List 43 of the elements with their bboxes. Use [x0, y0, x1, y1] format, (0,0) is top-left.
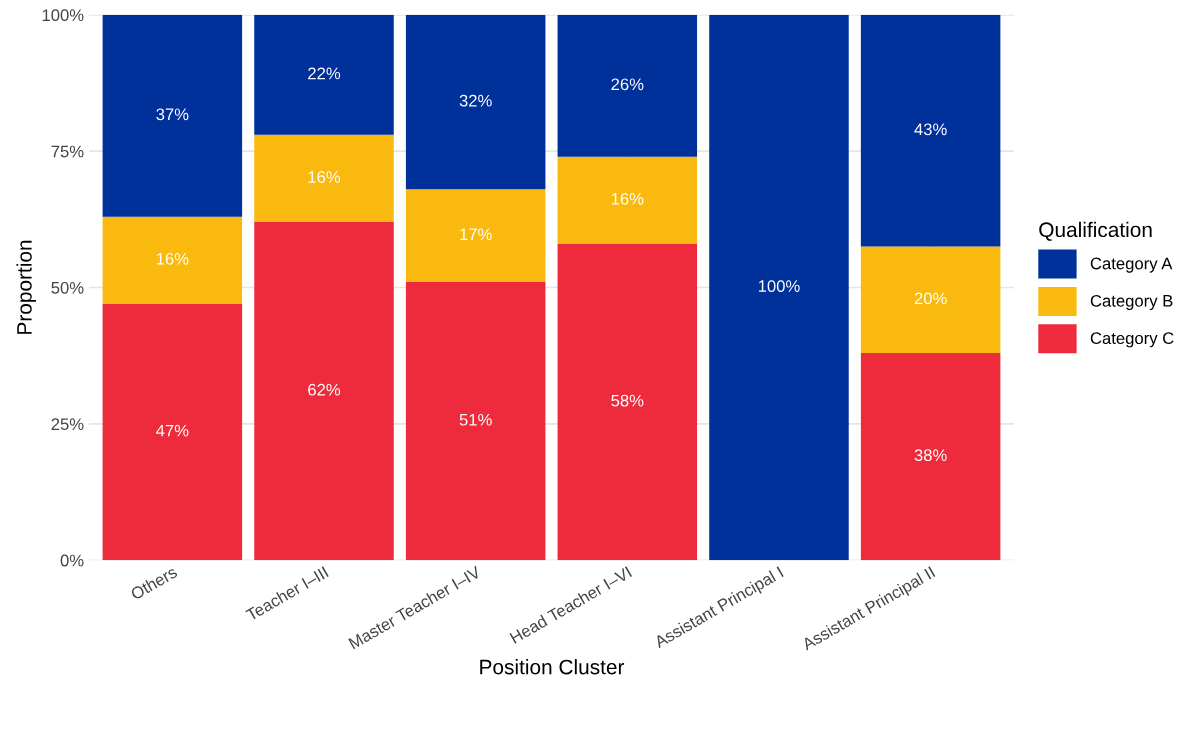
data-label: 16% — [156, 252, 189, 265]
data-label: 47% — [156, 424, 189, 437]
bar — [557, 243, 698, 561]
y-tick-label: 0% — [60, 554, 84, 567]
bar — [254, 134, 394, 223]
bar — [405, 189, 546, 283]
data-label: 62% — [308, 383, 341, 396]
y-tick-label: 75% — [51, 145, 84, 158]
data-label: 22% — [308, 67, 341, 80]
x-axis-title: Position Cluster — [480, 659, 625, 675]
y-tick-label: 50% — [51, 281, 84, 294]
legend-label: Category B — [1090, 294, 1173, 311]
bar — [405, 14, 546, 190]
bar — [709, 14, 849, 561]
data-label: 17% — [460, 228, 492, 241]
data-label: 100% — [758, 280, 800, 292]
bar — [102, 14, 243, 217]
bar — [254, 14, 394, 135]
bar — [254, 222, 394, 561]
data-label: 51% — [459, 413, 492, 426]
bar — [102, 303, 243, 561]
bar — [102, 216, 243, 304]
data-label: 38% — [914, 449, 947, 462]
bar — [860, 246, 1001, 353]
data-label: 20% — [914, 292, 947, 305]
data-label: 37% — [156, 108, 189, 121]
bar — [860, 14, 1001, 247]
legend-title: Qualification — [1039, 221, 1152, 241]
bar — [557, 156, 698, 244]
data-label: 16% — [611, 192, 644, 205]
y-tick-label: 100% — [42, 9, 84, 22]
bar — [860, 352, 1001, 561]
legend-label: Category C — [1090, 332, 1174, 348]
bar — [557, 14, 698, 157]
data-label: 32% — [459, 94, 492, 107]
y-axis-title: Proportion — [16, 240, 36, 334]
y-tick-label: 25% — [51, 418, 84, 431]
data-label: 16% — [308, 171, 341, 183]
data-label: 43% — [914, 123, 947, 136]
data-label: 26% — [611, 78, 644, 91]
data-label: 58% — [611, 394, 644, 407]
legend-label: Category A — [1090, 257, 1173, 273]
bar — [405, 282, 546, 561]
